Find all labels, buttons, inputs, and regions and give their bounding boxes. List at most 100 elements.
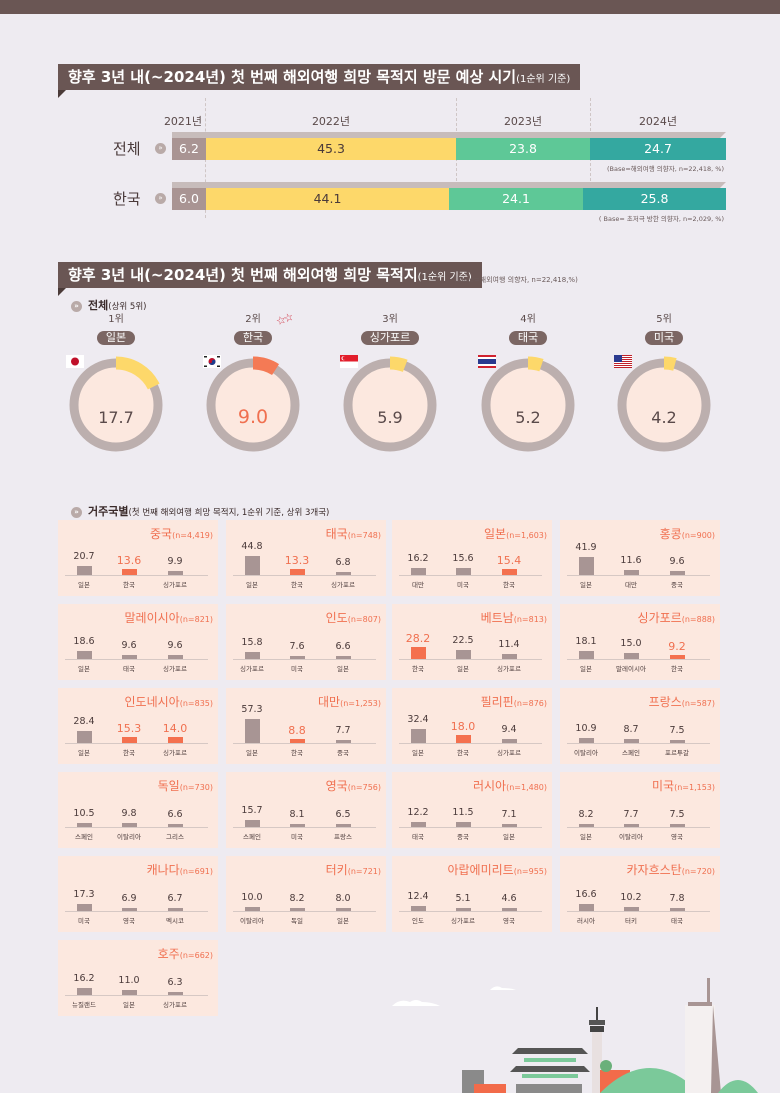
bar bbox=[168, 570, 183, 575]
bar-value: 7.6 bbox=[289, 640, 305, 652]
bar-label: 대만 bbox=[412, 581, 424, 589]
bar-value: 4.6 bbox=[501, 893, 517, 904]
bar-segment: 23.8 bbox=[456, 138, 590, 160]
bar-label: 싱가포르 bbox=[163, 665, 187, 673]
bar-label: 일본 bbox=[412, 749, 424, 757]
row-label: 한국 bbox=[113, 190, 141, 208]
bar bbox=[502, 739, 517, 743]
bar-value: 11.6 bbox=[620, 555, 642, 567]
skyscraper-icon bbox=[685, 1005, 715, 1093]
bar-value: 13.3 bbox=[284, 554, 310, 568]
bar-label: 일본 bbox=[580, 581, 592, 589]
baseline bbox=[65, 575, 208, 576]
donut-chart: 5.2 bbox=[478, 355, 578, 455]
card-n: (n=807) bbox=[347, 615, 381, 624]
bar-label: 영국 bbox=[671, 833, 683, 841]
baseline bbox=[233, 827, 376, 828]
bar bbox=[168, 824, 183, 827]
card-n: (n=835) bbox=[179, 699, 213, 708]
bar-label: 싱가포르 bbox=[163, 1001, 187, 1009]
bar bbox=[290, 569, 305, 575]
card-n: (n=4,419) bbox=[172, 531, 213, 540]
bar-value: 9.8 bbox=[121, 807, 137, 819]
bar-value: 7.5 bbox=[669, 724, 685, 736]
card-n: (n=876) bbox=[513, 699, 547, 708]
country-card: 터키(n=721) 10.0 이탈리아 8.2 독일 8.0 일본 bbox=[226, 856, 386, 932]
card-country: 러시아 bbox=[472, 779, 507, 793]
bar-value: 8.8 bbox=[288, 724, 306, 738]
bar-label: 스페인 bbox=[75, 833, 93, 841]
bar-label: 중국 bbox=[337, 749, 349, 757]
bar bbox=[290, 655, 305, 659]
donut-chart: 9.0 bbox=[203, 355, 303, 455]
card-title: 아랍에미리트(n=955) bbox=[447, 861, 547, 878]
card-country: 베트남 bbox=[480, 611, 514, 625]
card-title: 태국(n=748) bbox=[326, 525, 381, 542]
baseline bbox=[567, 743, 710, 744]
bar-value: 9.4 bbox=[501, 724, 517, 736]
card-title: 러시아(n=1,480) bbox=[473, 777, 547, 794]
bar-value: 14.0 bbox=[162, 722, 188, 736]
bar bbox=[502, 568, 517, 575]
rank-label: 2위 bbox=[245, 314, 261, 325]
bar-value: 41.9 bbox=[575, 542, 597, 554]
baseline bbox=[399, 743, 542, 744]
card-country: 독일 bbox=[157, 779, 180, 793]
bar bbox=[411, 729, 426, 743]
bar bbox=[168, 908, 183, 911]
bar-value: 10.0 bbox=[241, 891, 263, 903]
bar-label: 일본 bbox=[337, 917, 349, 925]
bar bbox=[624, 570, 639, 575]
country-card: 대만(n=1,253) 57.3 일본 8.8 한국 7.7 중국 bbox=[226, 688, 386, 764]
bar-value: 15.8 bbox=[241, 637, 263, 649]
bar bbox=[456, 649, 471, 659]
section1-title-text: 향후 3년 내(~2024년) 첫 번째 해외여행 희망 목적지 방문 예상 시… bbox=[68, 68, 517, 86]
bar-label: 일본 bbox=[337, 665, 349, 673]
bar-value: 18.6 bbox=[73, 636, 95, 648]
country-card: 캐나다(n=691) 17.3 미국 6.9 영국 6.7 멕시코 bbox=[58, 856, 218, 932]
country-card: 인도네시아(n=835) 28.4 일본 15.3 한국 14.0 싱가포르 bbox=[58, 688, 218, 764]
bar-label: 한국 bbox=[503, 581, 515, 589]
card-title: 터키(n=721) bbox=[326, 861, 381, 878]
bar bbox=[579, 557, 594, 575]
bar-label: 한국 bbox=[671, 665, 683, 673]
bar-value: 11.5 bbox=[452, 807, 474, 819]
bar-label: 프랑스 bbox=[334, 833, 352, 841]
card-n: (n=730) bbox=[179, 783, 213, 792]
bar-label: 일본 bbox=[246, 581, 258, 589]
bar-value: 8.1 bbox=[289, 808, 305, 820]
rank-label: 1위 bbox=[108, 314, 124, 325]
card-country: 터키 bbox=[325, 863, 348, 877]
rank-label: 4위 bbox=[520, 314, 536, 325]
bar bbox=[168, 737, 183, 743]
card-n: (n=900) bbox=[681, 531, 715, 540]
bar-label: 말레이시아 bbox=[616, 665, 646, 673]
base-note: ( Base= 초저극 방한 의향자, n=2,029, %) bbox=[598, 215, 724, 223]
baseline bbox=[233, 911, 376, 912]
residence-subhead-label: 거주국별 bbox=[88, 505, 129, 518]
card-title: 미국(n=1,153) bbox=[652, 777, 715, 794]
bar-label: 중국 bbox=[457, 833, 469, 841]
bar bbox=[624, 823, 639, 827]
bar-label: 태국 bbox=[123, 665, 135, 673]
bar-label: 뉴질랜드 bbox=[72, 1001, 96, 1009]
baseline bbox=[65, 827, 208, 828]
country-card: 호주(n=662) 16.2 뉴질랜드 11.0 일본 6.3 싱가포르 bbox=[58, 940, 218, 1016]
bar bbox=[245, 906, 260, 911]
bar-label: 일본 bbox=[78, 665, 90, 673]
year-label: 2024년 bbox=[638, 115, 678, 128]
rank-label: 5위 bbox=[656, 314, 672, 325]
chevron-double-down-icon: » bbox=[71, 507, 82, 518]
baseline bbox=[567, 659, 710, 660]
bar bbox=[122, 990, 137, 995]
tower-icon bbox=[592, 1030, 602, 1093]
baseline bbox=[567, 827, 710, 828]
bar-label: 한국 bbox=[291, 581, 303, 589]
card-title: 베트남(n=813) bbox=[481, 609, 547, 626]
bar bbox=[77, 988, 92, 995]
bar-label: 일본 bbox=[78, 749, 90, 757]
country-card: 인도(n=807) 15.8 싱가포르 7.6 미국 6.6 일본 bbox=[226, 604, 386, 680]
bar-value: 7.1 bbox=[501, 809, 517, 820]
overall-subhead: » 전체(상위 5위) bbox=[71, 297, 146, 313]
hill-icon bbox=[600, 1068, 700, 1093]
